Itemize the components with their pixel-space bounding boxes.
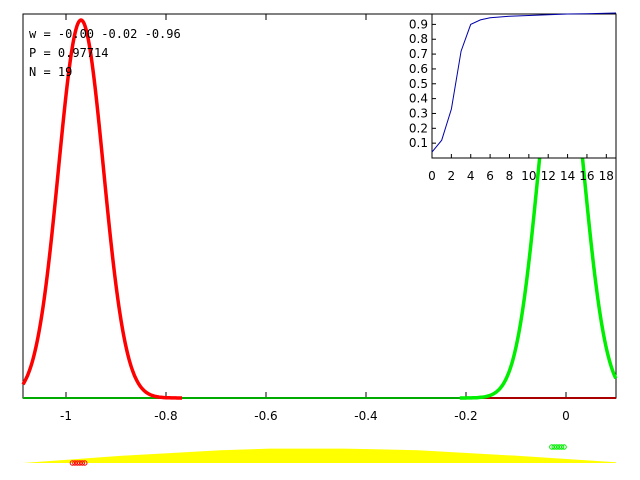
inset-y-tick-label: 0.8 xyxy=(409,32,428,46)
inset-y-tick-label: 0.6 xyxy=(409,62,428,76)
main-x-tick-label: -0.4 xyxy=(354,409,377,423)
class-a-sample-marker xyxy=(69,460,76,466)
class-a-sample-marker xyxy=(82,460,88,466)
inset-frame xyxy=(431,13,617,159)
inset-x-tick-label: 16 xyxy=(579,169,594,183)
class-a-sample-marker xyxy=(77,460,83,466)
inset-y-tick-label: 0.4 xyxy=(409,92,428,106)
class-b-density-curve xyxy=(459,18,618,400)
inset-x-tick-label: 8 xyxy=(506,169,514,183)
samples-class-a xyxy=(69,460,88,466)
inset-x-tick-label: 18 xyxy=(599,169,614,183)
prior-strip xyxy=(23,448,616,463)
inset-y-tick-label: 0.3 xyxy=(409,106,428,120)
class-b-sample-marker xyxy=(558,444,565,450)
samples-class-b xyxy=(549,444,567,450)
main-x-tick-label: 0 xyxy=(562,409,570,423)
class-b-sample-marker xyxy=(561,444,567,450)
main-x-tick-label: -1 xyxy=(60,409,72,423)
main-x-tick-label: -0.6 xyxy=(254,409,277,423)
probability-label: P = 0.97714 xyxy=(29,46,108,60)
inset-x-tick-label: 0 xyxy=(428,169,436,183)
inset-y-tick-label: 0.9 xyxy=(409,17,428,31)
class-a-density-curve xyxy=(21,18,183,400)
inset-x-tick-label: 12 xyxy=(541,169,556,183)
inset-x-tick-label: 6 xyxy=(486,169,494,183)
main-x-ticks: -1 -0.8 -0.6 -0.4 -0.2 0 xyxy=(60,14,570,423)
main-x-tick-label: -0.8 xyxy=(154,409,177,423)
inset-x-tick-label: 14 xyxy=(560,169,575,183)
inset-probability-line xyxy=(431,12,617,153)
main-x-tick-label: -0.2 xyxy=(454,409,477,423)
inset-x-tick-label: 4 xyxy=(467,169,475,183)
class-b-sample-marker xyxy=(551,444,557,450)
inset-x-tick-label: 10 xyxy=(521,169,536,183)
class-b-sample-marker xyxy=(549,444,555,450)
inset-y-tick-label: 0.1 xyxy=(409,136,428,150)
inset-x-tick-label: 2 xyxy=(448,169,456,183)
weights-label: w = -0.00 -0.02 -0.96 xyxy=(29,27,181,41)
prior-area xyxy=(23,448,616,463)
inset-y-tick-label: 0.7 xyxy=(409,47,428,61)
class-a-sample-marker xyxy=(79,460,86,466)
count-label: N = 19 xyxy=(29,65,72,79)
inset-y-tick-label: 0.2 xyxy=(409,121,428,135)
inset-y-tick-label: 0.5 xyxy=(409,77,428,91)
main-curves xyxy=(21,18,618,400)
inset-curve xyxy=(431,12,617,153)
inset-ticks: 0 2 4 6 8 10 12 14 16 18 0.10.20.30.40.50.60.70.80… xyxy=(409,17,614,183)
